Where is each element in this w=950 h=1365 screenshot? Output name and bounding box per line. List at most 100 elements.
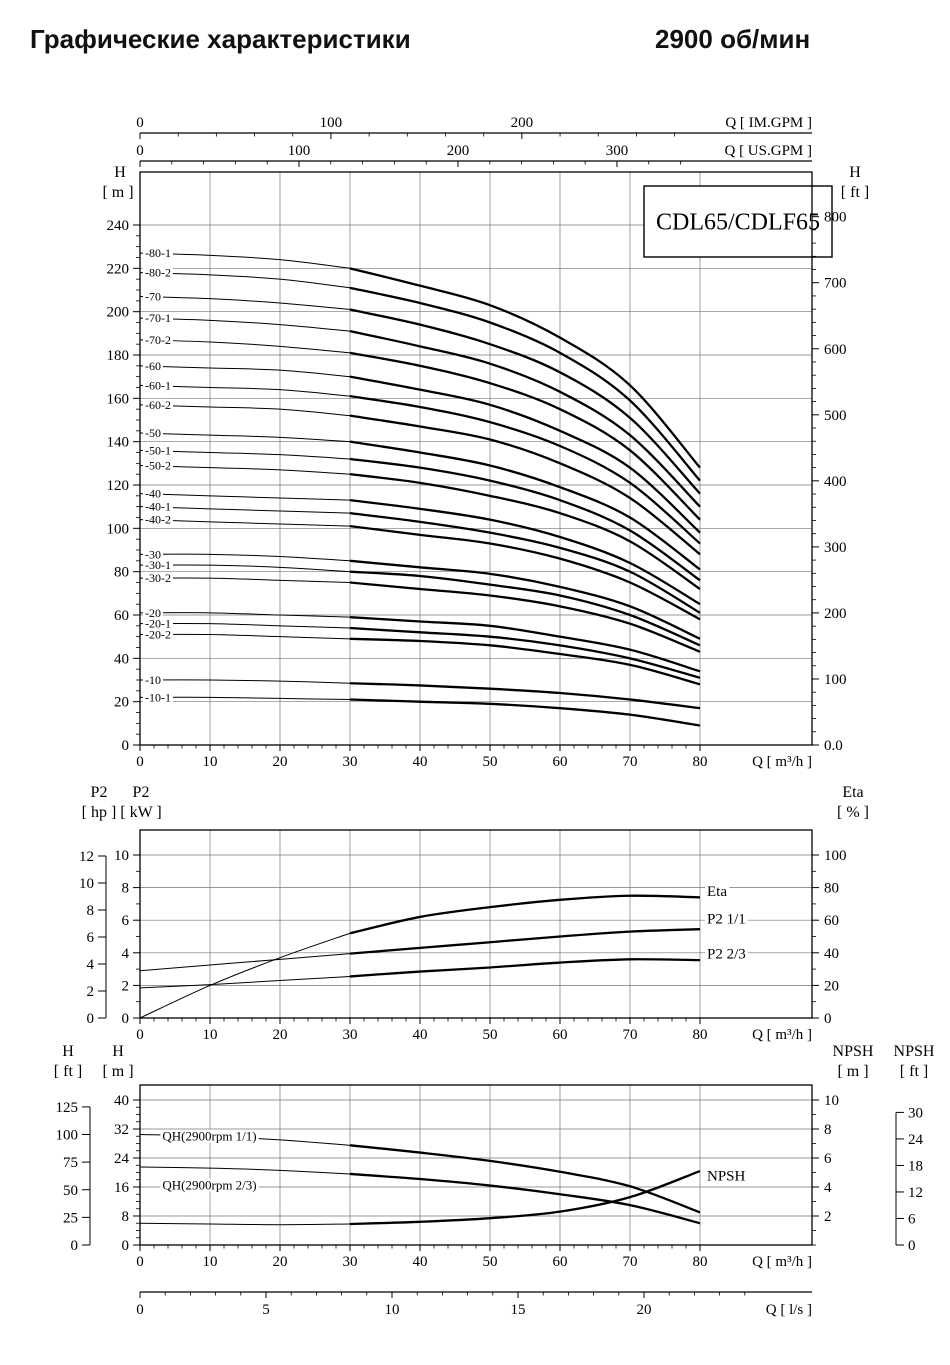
y-tick-label-left: 8 bbox=[122, 1209, 130, 1225]
y-tick-label-right: 40 bbox=[824, 946, 839, 962]
curve-label: -50-1 bbox=[145, 443, 171, 457]
scale-header: NPSH bbox=[833, 1043, 874, 1060]
curve-label: -60 bbox=[145, 359, 161, 373]
plot-frame bbox=[139, 1084, 813, 1246]
curve--60 bbox=[349, 375, 701, 534]
curve-NPSH bbox=[139, 1222, 351, 1226]
x-tick-label: 60 bbox=[553, 1254, 568, 1270]
gpm-tick-label: 200 bbox=[447, 143, 470, 159]
y-tick-label-left: 8 bbox=[122, 881, 130, 897]
curve-label: -20-1 bbox=[145, 617, 171, 631]
curve-label-bg bbox=[143, 333, 173, 346]
scale-header: P2 bbox=[91, 784, 108, 801]
ls-tick-label: 15 bbox=[511, 1302, 526, 1318]
float-axis-tick-label: 12 bbox=[908, 1185, 923, 1201]
curve-label-bg bbox=[143, 427, 163, 439]
y-tick-label-right: 10 bbox=[824, 1093, 839, 1109]
curve-label-bg bbox=[143, 628, 173, 641]
curve-label: -30 bbox=[145, 547, 161, 561]
x-tick-label: 0 bbox=[136, 1027, 144, 1043]
scale-header: [ ft ] bbox=[841, 184, 869, 201]
curve--10-1 bbox=[349, 698, 701, 727]
curve-label-bg bbox=[143, 290, 163, 303]
scale-header: [ kW ] bbox=[120, 804, 161, 821]
float-axis-tick-label: 30 bbox=[908, 1105, 923, 1121]
curve--30-1 bbox=[349, 570, 701, 647]
curve-label: Eta bbox=[707, 884, 727, 900]
float-axis-tick-label: 125 bbox=[56, 1100, 79, 1116]
x-tick-label: 70 bbox=[623, 754, 638, 770]
scale-header: [ % ] bbox=[837, 804, 869, 821]
gpm-tick-label: 0 bbox=[136, 115, 144, 131]
y-tick-label-left: 32 bbox=[114, 1122, 129, 1138]
x-axis-unit: Q [ m³/h ] bbox=[752, 1027, 812, 1043]
x-tick-label: 80 bbox=[693, 1254, 708, 1270]
curve--80-1 bbox=[349, 267, 701, 469]
curve-label-bg bbox=[705, 947, 748, 962]
curve-label-bg bbox=[160, 1129, 259, 1143]
x-tick-label: 30 bbox=[343, 754, 358, 770]
y-tick-label-left: 40 bbox=[114, 651, 129, 667]
y-tick-label-right: 600 bbox=[824, 342, 847, 358]
x-tick-label: 40 bbox=[413, 754, 428, 770]
scale-header: [ ft ] bbox=[900, 1063, 928, 1080]
curve--70 bbox=[349, 308, 701, 495]
scale-header: H bbox=[112, 1043, 124, 1060]
x-tick-label: 50 bbox=[483, 1254, 498, 1270]
scale-header: P2 bbox=[133, 784, 150, 801]
x-tick-label: 50 bbox=[483, 754, 498, 770]
curve-label-bg bbox=[705, 1169, 748, 1184]
y-tick-label-left: 4 bbox=[122, 946, 130, 962]
curve-P2 1/1 bbox=[139, 953, 351, 972]
curve-label-bg bbox=[143, 617, 173, 630]
curve--10 bbox=[139, 679, 351, 684]
curve--30 bbox=[139, 553, 351, 562]
float-axis-tick-label: 6 bbox=[87, 930, 95, 946]
curve-label-bg bbox=[143, 379, 173, 392]
x-tick-label: 40 bbox=[413, 1254, 428, 1270]
curve-P2 2/3 bbox=[139, 975, 351, 989]
y-tick-label-left: 16 bbox=[114, 1180, 130, 1196]
curve-label-bg bbox=[143, 266, 173, 279]
y-tick-label-left: 0 bbox=[122, 1238, 130, 1254]
curve-P2 1/1 bbox=[349, 928, 701, 955]
curve-label: -70-2 bbox=[145, 333, 171, 347]
y-tick-label-left: 80 bbox=[114, 565, 129, 581]
curve-label: P2 1/1 bbox=[707, 912, 746, 928]
float-axis-tick-label: 75 bbox=[63, 1155, 78, 1171]
curve--20 bbox=[139, 612, 351, 618]
scale-header: [ hp ] bbox=[82, 804, 117, 821]
curve-label: -50 bbox=[145, 426, 161, 440]
curve--20-2 bbox=[349, 637, 701, 686]
y-tick-label-left: 200 bbox=[107, 305, 130, 321]
y-tick-label-right: 400 bbox=[824, 474, 847, 490]
y-tick-label-left: 6 bbox=[122, 913, 130, 929]
page-title: Графические характеристики bbox=[30, 24, 411, 54]
curve-label: -80-2 bbox=[145, 266, 171, 280]
x-tick-label: 0 bbox=[136, 1254, 144, 1270]
x-tick-label: 30 bbox=[343, 1027, 358, 1043]
curve--40 bbox=[139, 493, 351, 501]
x-tick-label: 50 bbox=[483, 1027, 498, 1043]
curve--50-2 bbox=[349, 473, 701, 590]
curve--70-2 bbox=[349, 351, 701, 521]
curve-label-bg bbox=[143, 691, 173, 704]
curve-label: -30-1 bbox=[145, 558, 171, 572]
curve-label: QH(2900rpm 2/3) bbox=[162, 1178, 256, 1193]
float-axis-tick-label: 8 bbox=[87, 903, 95, 919]
curve--30 bbox=[349, 559, 701, 640]
ls-axis-unit: Q [ l/s ] bbox=[766, 1302, 812, 1318]
x-axis-unit: Q [ m³/h ] bbox=[752, 1254, 812, 1270]
curve-label-bg bbox=[160, 1178, 259, 1192]
curve--60-2 bbox=[349, 414, 701, 556]
model-box bbox=[643, 185, 833, 258]
x-tick-label: 20 bbox=[273, 754, 288, 770]
curve-label-bg bbox=[705, 912, 748, 927]
gpm-tick-label: 200 bbox=[511, 115, 534, 131]
curve-label: -80-1 bbox=[145, 246, 171, 260]
y-tick-label-left: 220 bbox=[107, 261, 130, 277]
x-tick-label: 60 bbox=[553, 1027, 568, 1043]
x-tick-label: 70 bbox=[623, 1254, 638, 1270]
curve-label: QH(2900rpm 1/1) bbox=[162, 1129, 256, 1144]
curve-label-bg bbox=[143, 487, 163, 500]
